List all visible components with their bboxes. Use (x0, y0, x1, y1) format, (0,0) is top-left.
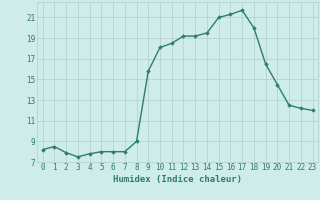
X-axis label: Humidex (Indice chaleur): Humidex (Indice chaleur) (113, 175, 242, 184)
